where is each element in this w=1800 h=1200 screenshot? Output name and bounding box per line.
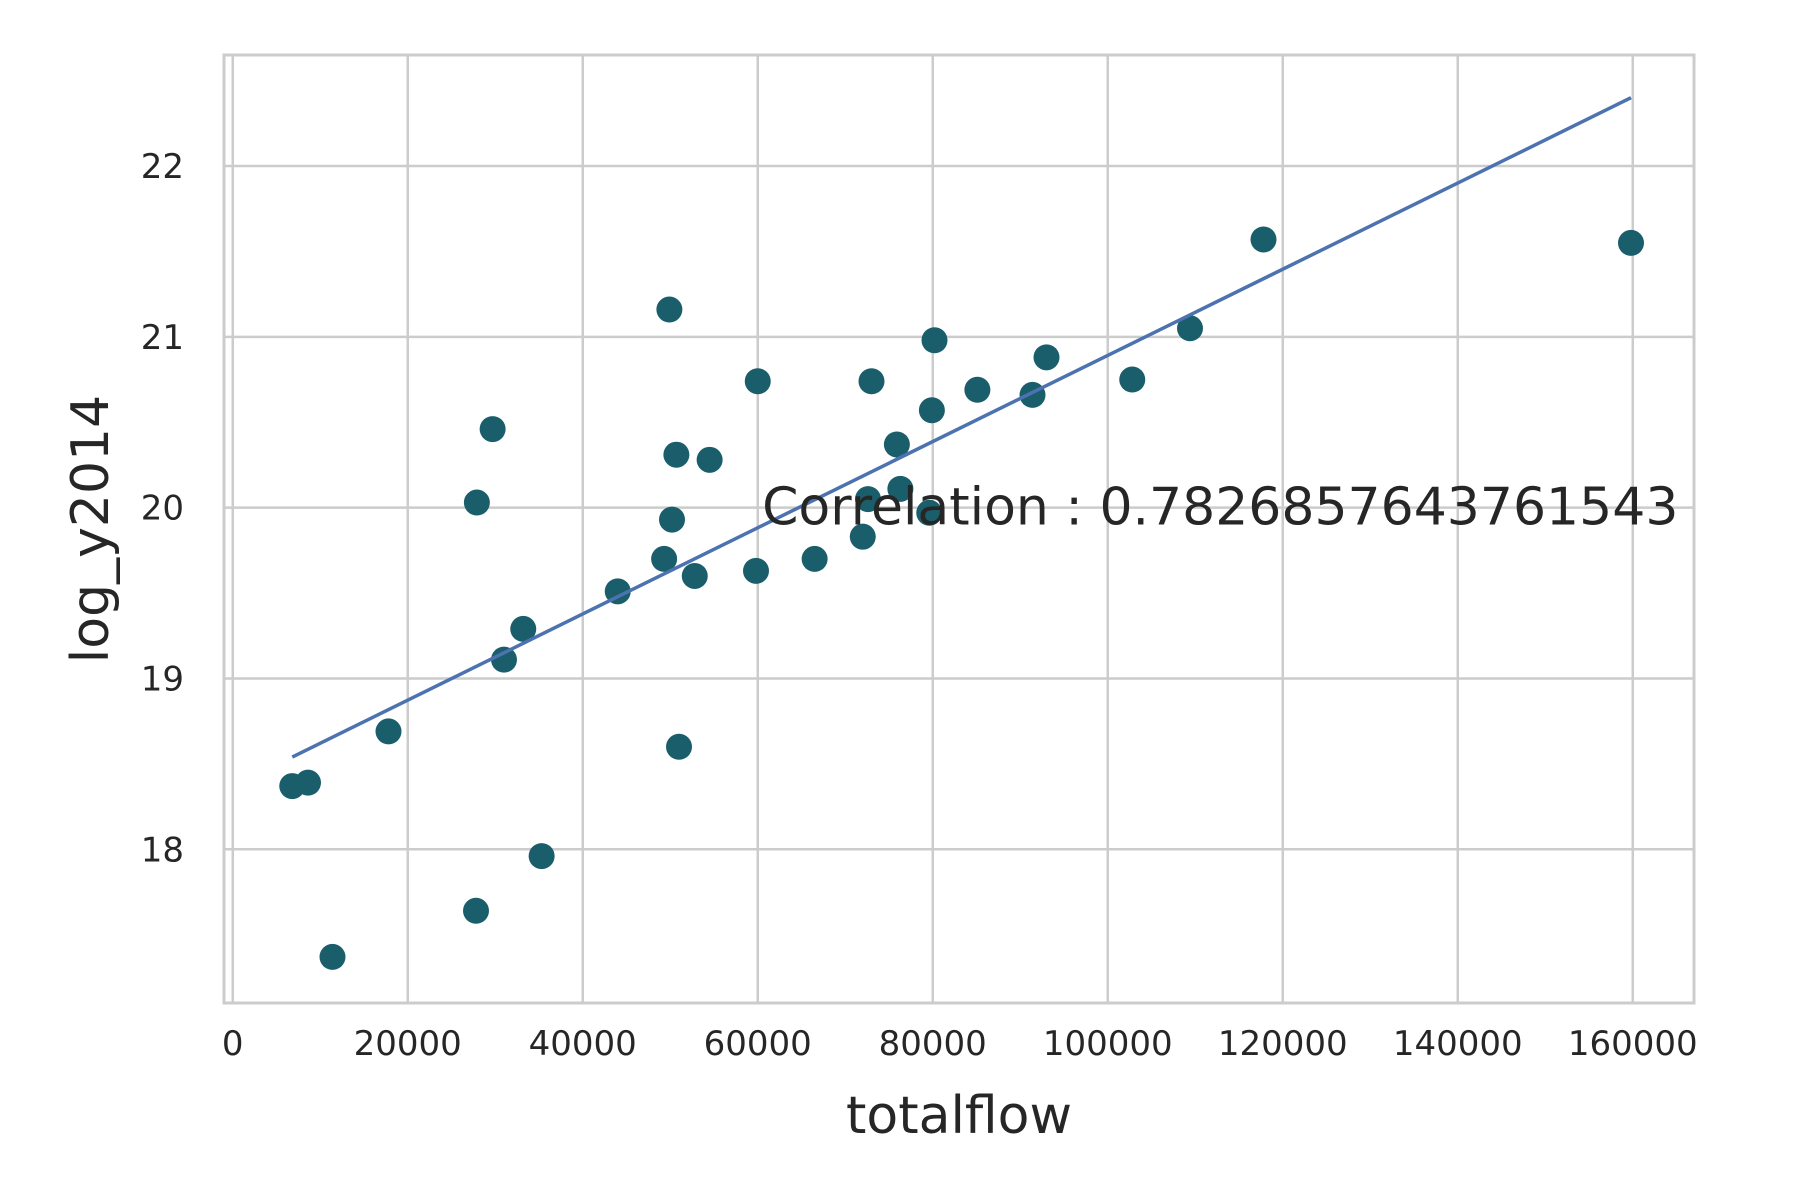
scatter-point xyxy=(855,486,881,513)
scatter-point xyxy=(1177,315,1203,342)
y-tick-label: 18 xyxy=(141,830,184,870)
x-tick-label: 40000 xyxy=(529,1024,637,1064)
scatter-point xyxy=(463,897,489,924)
plot-frame xyxy=(222,53,1696,1005)
regression-line xyxy=(291,96,1632,759)
scatter-point xyxy=(1019,381,1046,408)
scatter-point xyxy=(666,733,692,760)
scatter-point xyxy=(319,943,346,970)
scatter-point xyxy=(659,506,685,533)
scatter-point xyxy=(849,523,876,550)
scatter-point xyxy=(463,489,490,516)
data-points xyxy=(279,226,1644,970)
scatter-point xyxy=(964,376,991,403)
correlation-annotation: Correlation : 0.7826857643761543 xyxy=(762,478,1678,538)
scatter-point xyxy=(491,646,517,673)
scatter-point xyxy=(858,368,885,395)
scatter-point xyxy=(651,545,678,572)
y-tick-label: 22 xyxy=(141,147,184,187)
x-tick-label: 20000 xyxy=(354,1024,462,1064)
scatter-point xyxy=(696,446,723,473)
scatter-point xyxy=(528,843,555,870)
scatter-point xyxy=(479,416,506,443)
x-tick-label: 160000 xyxy=(1568,1024,1698,1064)
y-ticks: 18 19 20 21 22 xyxy=(141,147,184,870)
scatter-point xyxy=(510,615,537,642)
scatter-point xyxy=(887,475,914,502)
scatter-point xyxy=(295,769,321,796)
scatter-point xyxy=(1119,366,1146,393)
scatter-point xyxy=(375,718,402,745)
x-ticks: 0 20000 40000 60000 80000 100000 120000 140000 1… xyxy=(222,1024,1698,1064)
y-tick-label: 21 xyxy=(141,318,184,358)
scatter-point xyxy=(883,431,910,458)
scatter-point xyxy=(681,562,708,589)
y-tick-label: 20 xyxy=(141,489,184,529)
x-tick-label: 0 xyxy=(222,1024,244,1064)
scatter-point xyxy=(744,368,771,395)
y-tick-label: 19 xyxy=(141,659,184,699)
scatter-point xyxy=(663,441,690,468)
scatter-point xyxy=(743,557,769,584)
scatter-point xyxy=(1250,226,1277,253)
x-tick-label: 120000 xyxy=(1218,1024,1348,1064)
scatter-point xyxy=(921,327,948,354)
scatter-point xyxy=(656,296,683,323)
scatter-point xyxy=(604,578,631,605)
x-tick-label: 100000 xyxy=(1043,1024,1173,1064)
x-tick-label: 60000 xyxy=(704,1024,812,1064)
scatter-point xyxy=(918,397,945,424)
y-axis-label: log_y2014 xyxy=(61,395,121,663)
x-tick-label: 80000 xyxy=(879,1024,987,1064)
scatter-point xyxy=(916,499,943,526)
x-tick-label: 140000 xyxy=(1393,1024,1523,1064)
x-axis-label: totalflow xyxy=(846,1086,1072,1146)
scatter-point xyxy=(801,545,828,572)
scatter-point xyxy=(1618,229,1644,256)
scatter-point xyxy=(1033,344,1060,371)
